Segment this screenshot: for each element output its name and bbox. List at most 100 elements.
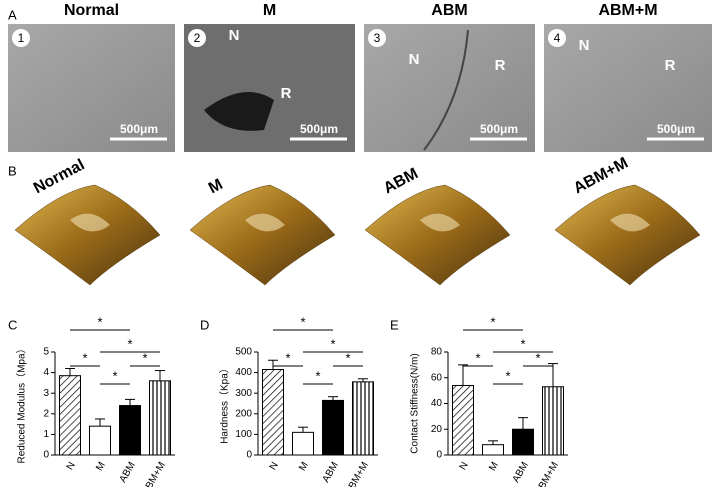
significance-label: *	[535, 350, 540, 365]
surface-title: ABM	[381, 165, 421, 197]
y-tick-label: 400	[235, 367, 252, 378]
image-title: M	[263, 2, 276, 19]
image-title: ABM	[431, 2, 467, 19]
surface-highlight	[610, 213, 650, 232]
bar	[452, 384, 474, 456]
significance-label: *	[490, 314, 495, 329]
bar	[352, 381, 374, 456]
crack	[423, 29, 469, 151]
y-tick-label: 4	[43, 367, 49, 378]
x-tick-label: N	[65, 460, 78, 472]
y-tick-label: 40	[431, 398, 443, 409]
significance-label: *	[285, 350, 290, 365]
surface-3d	[554, 184, 701, 286]
significance-label: *	[300, 314, 305, 329]
x-tick-label: ABM+M	[343, 460, 370, 487]
image-number: 3	[374, 31, 381, 45]
surface-title: M	[206, 176, 226, 197]
y-tick-label: 2	[43, 408, 49, 419]
region-label: N	[579, 37, 590, 54]
significance-label: *	[127, 336, 132, 351]
sem-image	[364, 24, 535, 152]
significance-label: *	[112, 368, 117, 383]
y-tick-label: 100	[235, 429, 252, 440]
y-axis-label: Contact Stiffness(N/m)	[410, 353, 421, 453]
significance-label: *	[520, 336, 525, 351]
x-tick-label: ABM+M	[140, 460, 167, 487]
significance-label: *	[475, 350, 480, 365]
y-tick-label: 200	[235, 408, 252, 419]
panel-label: B	[8, 163, 17, 178]
image-number: 2	[194, 31, 201, 45]
number-badge	[368, 29, 386, 47]
y-axis-label: Reduced Modulus（Mpa）	[16, 343, 28, 463]
bar	[119, 405, 141, 456]
significance-label: *	[345, 350, 350, 365]
surface-3d	[14, 184, 161, 286]
y-tick-label: 60	[431, 372, 443, 383]
y-tick-label: 300	[235, 388, 252, 399]
scale-label: 500μm	[657, 122, 695, 136]
image-number: 1	[18, 31, 25, 45]
number-badge	[548, 29, 566, 47]
surface-highlight	[70, 213, 110, 232]
x-tick-label: M	[94, 460, 108, 473]
region-label: N	[409, 51, 420, 68]
significance-label: *	[315, 368, 320, 383]
bar	[149, 380, 171, 456]
bar	[512, 428, 534, 456]
significance-label: *	[330, 336, 335, 351]
y-tick-label: 5	[43, 347, 49, 358]
image-number: 4	[554, 31, 561, 45]
bar	[292, 431, 314, 456]
bar	[59, 375, 81, 456]
number-badge	[188, 29, 206, 47]
image-title: Normal	[64, 2, 119, 19]
region-label: R	[665, 57, 676, 74]
image-title: ABM+M	[598, 2, 657, 19]
x-tick-label: M	[487, 460, 501, 473]
significance-label: *	[97, 314, 102, 329]
region-label: R	[281, 85, 292, 102]
y-tick-label: 80	[431, 347, 443, 358]
number-badge	[12, 29, 30, 47]
bar	[322, 399, 344, 456]
scale-label: 500μm	[480, 122, 518, 136]
significance-label: *	[142, 350, 147, 365]
y-tick-label: 500	[235, 347, 252, 358]
surface-highlight	[245, 213, 285, 232]
bar	[542, 386, 564, 456]
x-tick-label: ABM	[511, 460, 531, 484]
sem-image	[8, 24, 175, 152]
y-tick-label: 0	[43, 450, 49, 461]
bar	[89, 425, 111, 456]
x-tick-label: ABM+M	[533, 460, 560, 487]
x-tick-label: N	[458, 460, 471, 472]
significance-label: *	[82, 350, 87, 365]
y-tick-label: 0	[246, 450, 252, 461]
panel-label: A	[8, 7, 17, 22]
scale-label: 500μm	[120, 122, 158, 136]
sem-image	[544, 24, 712, 152]
surface-highlight	[420, 213, 460, 232]
lesion	[204, 92, 274, 131]
panel-label: D	[200, 317, 209, 332]
x-tick-label: N	[268, 460, 281, 472]
x-tick-label: ABM	[321, 460, 341, 484]
region-label: R	[495, 57, 506, 74]
bar	[482, 444, 504, 456]
y-tick-label: 0	[436, 450, 442, 461]
bar	[262, 369, 284, 456]
panel-label: C	[8, 317, 17, 332]
x-tick-label: M	[297, 460, 311, 473]
y-tick-label: 1	[43, 429, 49, 440]
y-tick-label: 3	[43, 388, 49, 399]
surface-3d	[364, 184, 511, 286]
y-tick-label: 20	[431, 424, 443, 435]
sem-image	[184, 24, 355, 152]
panel-label: E	[390, 317, 399, 332]
y-axis-label: Hardness（Kpa）	[219, 363, 231, 444]
scale-label: 500μm	[300, 122, 338, 136]
region-label: N	[229, 27, 240, 44]
